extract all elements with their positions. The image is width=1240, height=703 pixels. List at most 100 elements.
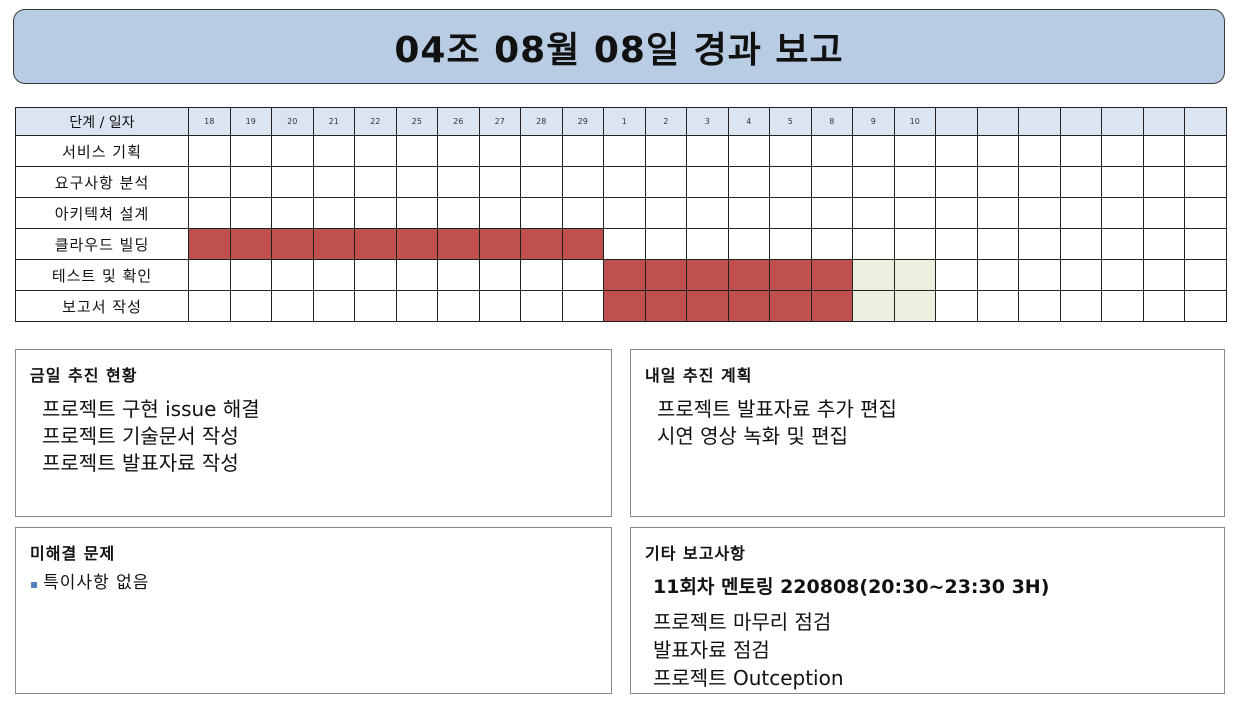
schedule-cell bbox=[976, 166, 1019, 198]
schedule-cell bbox=[1018, 259, 1061, 291]
schedule-day-header: 22 bbox=[354, 107, 397, 136]
task-name: 요구사항 분석 bbox=[15, 166, 189, 198]
schedule-cell-active bbox=[478, 228, 521, 260]
schedule-cell bbox=[935, 259, 978, 291]
schedule-cell bbox=[769, 135, 812, 167]
schedule-cell bbox=[644, 228, 687, 260]
schedule-cell bbox=[976, 197, 1019, 229]
schedule-cell bbox=[188, 259, 231, 291]
schedule-cell bbox=[1142, 166, 1185, 198]
schedule-day-header bbox=[976, 107, 1019, 136]
schedule-cell bbox=[1142, 197, 1185, 229]
schedule-cell bbox=[271, 290, 314, 322]
tomorrow-plan-heading: 내일 추진 계획 bbox=[645, 366, 753, 385]
schedule-cell bbox=[644, 197, 687, 229]
schedule-cell bbox=[1184, 290, 1227, 322]
schedule-day-header: 25 bbox=[395, 107, 438, 136]
task-name: 테스트 및 확인 bbox=[15, 259, 189, 291]
schedule-day-header bbox=[935, 107, 978, 136]
schedule-cell-pending bbox=[893, 259, 936, 291]
schedule-cell bbox=[935, 290, 978, 322]
schedule-day-header: 10 bbox=[893, 107, 936, 136]
schedule-cell bbox=[229, 290, 272, 322]
schedule-cell bbox=[727, 135, 770, 167]
schedule-cell-active bbox=[229, 228, 272, 260]
report-title: 04조 08월 08일 경과 보고 bbox=[394, 29, 844, 71]
today-item: 프로젝트 발표자료 작성 bbox=[42, 451, 239, 475]
schedule-cell bbox=[561, 197, 604, 229]
schedule-cell-active bbox=[520, 228, 563, 260]
schedule-cell bbox=[810, 197, 853, 229]
schedule-cell bbox=[1018, 228, 1061, 260]
schedule-cell-active bbox=[188, 228, 231, 260]
schedule-cell-pending bbox=[852, 290, 895, 322]
schedule-cell bbox=[893, 197, 936, 229]
schedule-cell-active bbox=[810, 290, 853, 322]
schedule-cell bbox=[1184, 166, 1227, 198]
schedule-cell-active bbox=[395, 228, 438, 260]
schedule-cell bbox=[810, 228, 853, 260]
schedule-header-label: 단계 / 일자 bbox=[15, 107, 189, 136]
bullet-icon: ▪ bbox=[30, 577, 40, 591]
schedule-cell bbox=[1184, 228, 1227, 260]
schedule-cell bbox=[437, 197, 480, 229]
schedule-cell bbox=[520, 259, 563, 291]
issue-item-text: 특이사항 없음 bbox=[43, 573, 150, 593]
schedule-cell bbox=[1059, 135, 1102, 167]
schedule-cell bbox=[520, 166, 563, 198]
schedule-row: 요구사항 분석 bbox=[15, 166, 1227, 198]
schedule-cell bbox=[312, 197, 355, 229]
schedule-day-header: 19 bbox=[229, 107, 272, 136]
schedule-cell bbox=[852, 197, 895, 229]
schedule-cell-active bbox=[769, 290, 812, 322]
schedule-day-header: 5 bbox=[769, 107, 812, 136]
schedule-cell bbox=[354, 197, 397, 229]
schedule-cell-pending bbox=[893, 290, 936, 322]
schedule-cell bbox=[644, 135, 687, 167]
schedule-day-header bbox=[1184, 107, 1227, 136]
schedule-cell bbox=[769, 228, 812, 260]
schedule-cell bbox=[852, 135, 895, 167]
schedule-cell bbox=[686, 135, 729, 167]
schedule-cell bbox=[437, 166, 480, 198]
task-name: 보고서 작성 bbox=[15, 290, 189, 322]
today-item: 프로젝트 기술문서 작성 bbox=[42, 424, 239, 448]
schedule-cell-active bbox=[437, 228, 480, 260]
schedule-cell bbox=[437, 259, 480, 291]
tomorrow-plan-panel: 내일 추진 계획 프로젝트 발표자료 추가 편집 시연 영상 녹화 및 편집 bbox=[630, 349, 1225, 517]
schedule-cell bbox=[644, 166, 687, 198]
schedule-cell bbox=[395, 259, 438, 291]
schedule-cell bbox=[1059, 290, 1102, 322]
schedule-cell bbox=[395, 166, 438, 198]
schedule-cell-active bbox=[686, 259, 729, 291]
schedule-cell bbox=[1184, 197, 1227, 229]
schedule-cell bbox=[561, 135, 604, 167]
schedule-day-header: 3 bbox=[686, 107, 729, 136]
schedule-cell bbox=[1142, 228, 1185, 260]
schedule-cell bbox=[271, 197, 314, 229]
schedule-cell bbox=[188, 290, 231, 322]
schedule-cell bbox=[395, 290, 438, 322]
schedule-cell bbox=[852, 166, 895, 198]
schedule-cell bbox=[354, 166, 397, 198]
schedule-cell bbox=[312, 166, 355, 198]
schedule-day-header: 2 bbox=[644, 107, 687, 136]
schedule-cell bbox=[520, 135, 563, 167]
schedule-cell-active bbox=[561, 228, 604, 260]
schedule-cell bbox=[520, 197, 563, 229]
schedule-cell bbox=[1142, 135, 1185, 167]
schedule-row: 보고서 작성 bbox=[15, 290, 1227, 322]
schedule-cell bbox=[229, 259, 272, 291]
schedule-cell bbox=[1184, 259, 1227, 291]
report-title-banner: 04조 08월 08일 경과 보고 bbox=[13, 9, 1225, 84]
schedule-cell bbox=[229, 166, 272, 198]
schedule-row: 서비스 기획 bbox=[15, 135, 1227, 167]
tomorrow-item: 프로젝트 발표자료 추가 편집 bbox=[657, 397, 897, 421]
schedule-cell bbox=[188, 135, 231, 167]
task-name: 클라우드 빌딩 bbox=[15, 228, 189, 260]
schedule-day-header: 28 bbox=[520, 107, 563, 136]
schedule-cell bbox=[1142, 259, 1185, 291]
schedule-cell bbox=[271, 135, 314, 167]
schedule-row: 테스트 및 확인 bbox=[15, 259, 1227, 291]
schedule-cell bbox=[188, 166, 231, 198]
